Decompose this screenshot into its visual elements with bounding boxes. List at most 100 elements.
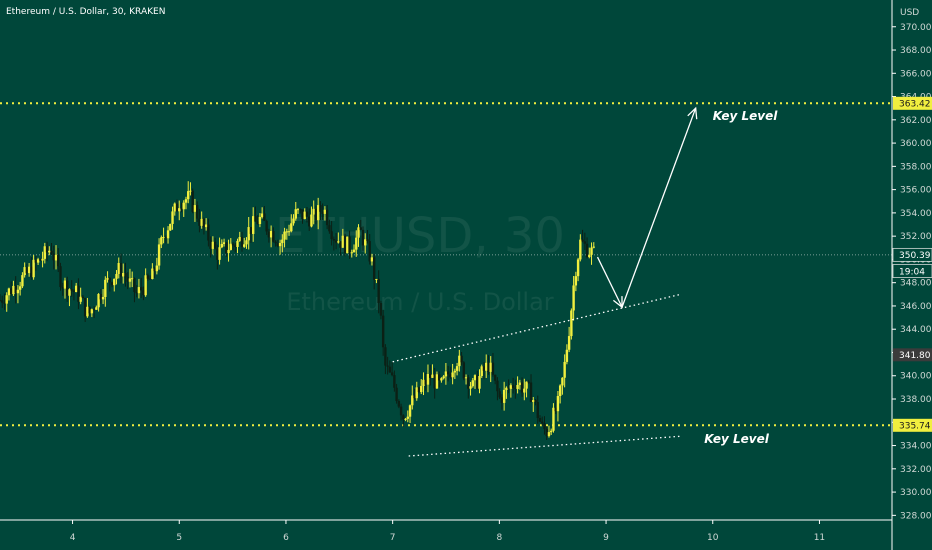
annotations[interactable]: Key Level Key Level <box>704 109 778 446</box>
candle-up <box>169 223 172 231</box>
candle-up <box>95 307 98 310</box>
candle-up <box>260 213 264 217</box>
candle-down <box>72 290 76 293</box>
price-tick-label: 362.00 <box>900 116 932 126</box>
projection-arrowhead <box>687 106 698 120</box>
candle-down <box>50 250 53 254</box>
candle-down <box>305 211 309 217</box>
candle-down <box>180 208 183 210</box>
candles[interactable] <box>0 181 595 441</box>
time-tick-label: 8 <box>496 533 502 543</box>
candle-down <box>366 239 369 242</box>
candle-down <box>541 421 544 424</box>
candle-up <box>41 258 44 261</box>
candle-up <box>97 293 100 308</box>
candle-up <box>137 287 141 294</box>
candle-down <box>202 218 206 228</box>
candle-up <box>518 382 522 385</box>
candle-up <box>173 203 176 212</box>
candle-down <box>207 224 210 241</box>
candle-up <box>337 241 340 243</box>
candle-down <box>146 275 150 279</box>
candle-up <box>303 211 306 220</box>
key-high-tag-bg <box>893 96 932 110</box>
countdown-tag-label: 19:04 <box>899 267 925 277</box>
lower-channel-trendline <box>408 435 681 457</box>
candle-up <box>155 265 159 272</box>
candle-down <box>377 278 380 304</box>
candle-down <box>429 374 432 378</box>
price-tick-label: 340.00 <box>900 372 932 382</box>
candle-up <box>350 252 353 254</box>
candle-down <box>359 227 362 230</box>
candle-up <box>525 381 528 389</box>
countdown-tag-bg <box>892 264 932 278</box>
price-tick-label: 330.00 <box>900 488 932 498</box>
candle-down <box>437 374 441 381</box>
candle-up <box>184 199 188 203</box>
candle-up <box>364 239 367 246</box>
cursor-tag-label: 341.80 <box>899 351 931 361</box>
candle-down <box>272 231 275 242</box>
candle-up <box>357 227 360 238</box>
candle-up <box>211 241 215 249</box>
candle-up <box>182 202 185 210</box>
candle-up <box>5 295 8 304</box>
candle-down <box>487 362 490 372</box>
candle-down <box>267 231 271 238</box>
candle-down <box>83 298 87 317</box>
candle-up <box>128 278 132 282</box>
candle-down <box>209 240 212 249</box>
candle-down <box>321 211 324 214</box>
candle-up <box>269 231 273 238</box>
candle-down <box>175 203 179 212</box>
candle-down <box>491 362 495 375</box>
candle-down <box>538 418 542 422</box>
candle-down <box>534 400 537 403</box>
candle-down <box>25 267 29 274</box>
candle-down <box>417 387 421 393</box>
candle-down <box>581 239 584 242</box>
time-tick-label: 5 <box>176 533 182 543</box>
candle-down <box>1 300 4 303</box>
candle-up <box>563 361 566 378</box>
price-tick-label: 368.00 <box>900 46 932 56</box>
candle-down <box>61 287 64 289</box>
price-tick-label: 348.00 <box>900 279 932 289</box>
candle-down <box>361 229 365 246</box>
candle-up <box>453 370 457 373</box>
candle-up <box>572 285 575 311</box>
candle-down <box>195 205 199 219</box>
price-tags: 363.42 350.39 19:04 341.80 335.74 <box>892 96 932 432</box>
candle-down <box>249 227 253 234</box>
candle-down <box>0 300 2 302</box>
candle-down <box>126 277 129 282</box>
time-tick-label: 4 <box>70 533 76 543</box>
candle-up <box>458 355 461 367</box>
candle-up <box>576 259 580 277</box>
candle-up <box>442 376 445 379</box>
candle-down <box>256 221 259 224</box>
candle-down <box>52 253 55 261</box>
candle-up <box>104 279 107 297</box>
candle-up <box>431 374 434 378</box>
trendlines[interactable] <box>392 293 681 457</box>
candle-up <box>505 387 508 390</box>
candle-up <box>106 277 109 280</box>
time-axis[interactable]: 4 5 6 7 8 9 10 11 <box>70 520 825 543</box>
price-tick-label: 332.00 <box>900 465 932 475</box>
candle-down <box>308 216 311 227</box>
projection-arrows[interactable] <box>596 106 698 309</box>
candle-up <box>574 276 578 286</box>
candle-down <box>476 375 479 389</box>
candle-up <box>292 218 295 224</box>
candle-up <box>204 224 208 228</box>
candle-up <box>310 214 313 227</box>
candle-down <box>348 236 351 253</box>
candle-down <box>299 209 302 211</box>
candle-up <box>151 268 154 280</box>
candle-down <box>14 285 17 294</box>
candle-down <box>164 236 168 239</box>
